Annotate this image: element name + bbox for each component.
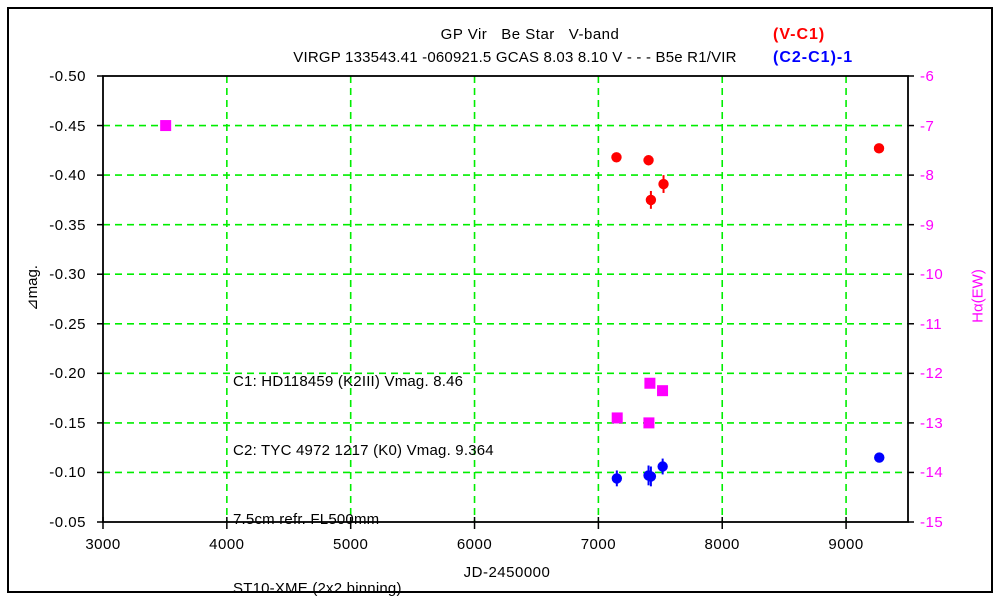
y-tick-label-left: -0.20 — [49, 365, 86, 383]
y-tick-label-left: -0.15 — [49, 414, 86, 432]
y-tick-label-right: -11 — [920, 315, 943, 333]
data-point-circle — [645, 194, 657, 206]
y-tick-label-right: -15 — [920, 514, 944, 531]
data-point-circle — [645, 471, 657, 482]
y-tick-label-right: -8 — [920, 167, 935, 185]
data-point-square — [643, 417, 655, 429]
x-tick-label: 3000 — [85, 536, 121, 553]
data-point-circle — [611, 473, 623, 484]
y-tick-label-right: -12 — [920, 365, 944, 383]
chart-subtitle: VIRGP 133543.41 -060921.5 GCAS 8.03 8.10… — [293, 49, 737, 66]
plot-frame — [102, 75, 909, 523]
data-point-circle — [874, 452, 885, 463]
y-tick-label-right: -10 — [920, 266, 944, 284]
x-tick-label: 9000 — [828, 536, 864, 553]
data-point-square — [644, 377, 656, 389]
figure-border — [7, 7, 993, 593]
y-tick-label-right: -9 — [920, 216, 935, 234]
y-axis-label-right: Hα(EW) — [969, 269, 987, 323]
data-point-square — [611, 412, 623, 424]
annotation-block: C1: HD118459 (K2III) Vmag. 8.46 C2: TYC … — [233, 324, 494, 600]
annotation-c1: C1: HD118459 (K2III) Vmag. 8.46 — [233, 373, 464, 390]
chart-title: GP Vir Be Star V-band — [440, 26, 620, 43]
y-tick-label-left: -0.35 — [49, 216, 86, 234]
annotation-c2: C2: TYC 4972 1217 (K0) Vmag. 9.364 — [233, 442, 494, 459]
y-tick-label-left: -0.05 — [49, 514, 86, 531]
x-tick-label: 8000 — [704, 536, 740, 553]
y-tick-label-left: -0.10 — [49, 464, 86, 482]
x-tick-label: 4000 — [209, 536, 245, 553]
annotation-camera: ST10-XME (2x2 binning) — [233, 580, 402, 597]
data-point-square — [657, 385, 669, 397]
x-tick-label: 7000 — [580, 536, 617, 553]
y-tick-label-right: -14 — [920, 464, 944, 482]
annotation-telescope: 7.5cm refr. FL500mm — [233, 511, 380, 528]
data-point-circle — [611, 152, 622, 163]
y-tick-label-left: -0.45 — [49, 117, 86, 135]
data-point-circle — [643, 155, 654, 166]
x-tick-label: 5000 — [333, 536, 369, 553]
data-point-circle — [657, 461, 668, 472]
legend-entry-v-c1: (V-C1) — [773, 26, 826, 43]
data-point-circle — [873, 143, 885, 154]
y-tick-label-left: -0.30 — [49, 266, 86, 284]
y-tick-label-left: -0.25 — [49, 315, 86, 333]
data-point-square — [160, 120, 172, 132]
x-tick-label: 6000 — [456, 536, 493, 553]
y-tick-label-right: -13 — [920, 414, 944, 432]
y-tick-label-left: -0.40 — [49, 167, 86, 185]
y-tick-label-right: -7 — [920, 117, 935, 135]
legend-entry-c2-c1: (C2-C1)-1 — [773, 49, 854, 66]
data-point-circle — [658, 178, 669, 190]
x-axis-label: JD-2450000 — [463, 564, 551, 581]
y-tick-label-right: -6 — [920, 68, 935, 85]
y-tick-label-left: -0.50 — [49, 68, 86, 85]
